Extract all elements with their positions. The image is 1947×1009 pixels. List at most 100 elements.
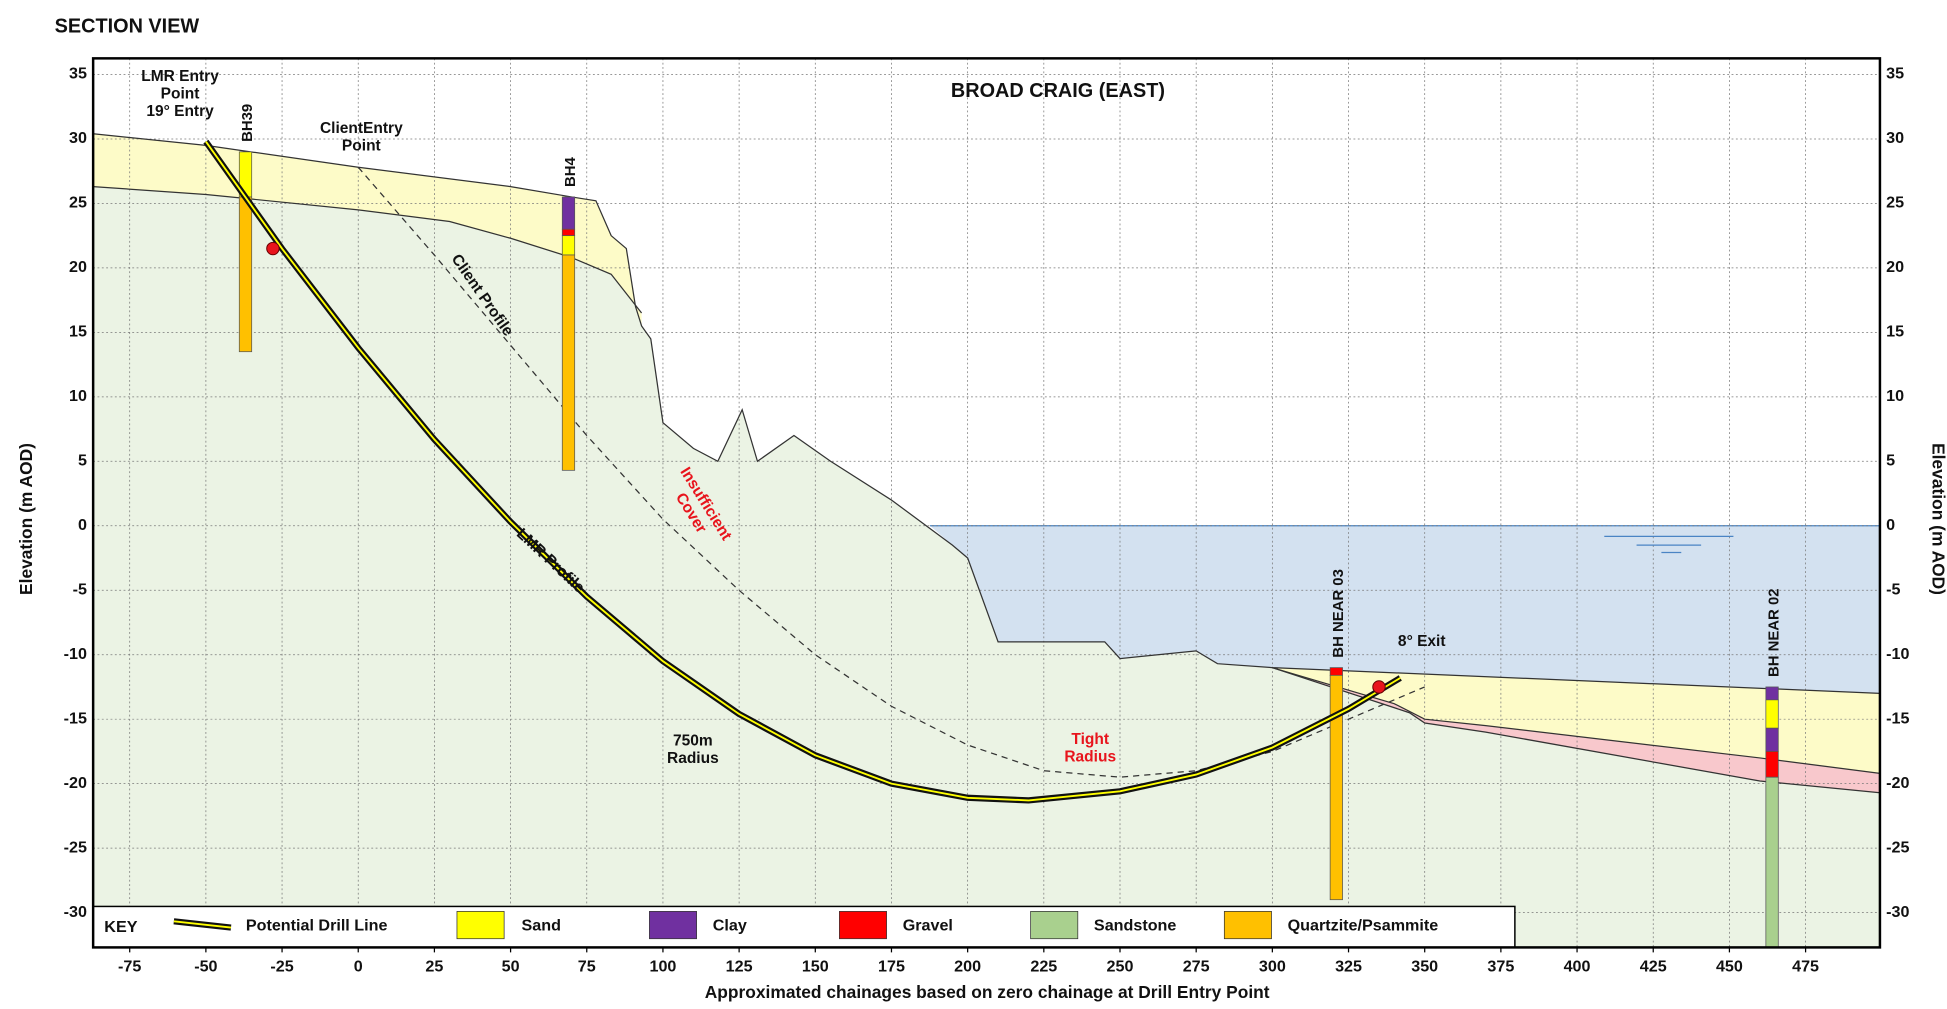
legend-swatch: [1224, 911, 1271, 938]
y2-tick-label: 35: [1886, 65, 1904, 83]
borehole-layer: [1330, 675, 1342, 899]
x-tick-label: -50: [194, 958, 217, 976]
borehole-layer: [1766, 728, 1778, 751]
x-tick-label: 425: [1640, 958, 1667, 976]
x-tick-label: 450: [1716, 958, 1743, 976]
y2-tick-label: -10: [1886, 645, 1909, 663]
y2-tick-label: -30: [1886, 903, 1909, 921]
borehole-layer: [1766, 700, 1778, 728]
annotation: 19° Entry: [146, 103, 214, 120]
page-title: SECTION VIEW: [55, 16, 200, 38]
legend-swatch: [839, 911, 886, 938]
borehole-label: BH NEAR 03: [1331, 569, 1347, 658]
y-tick-label: -15: [64, 709, 87, 727]
y2-tick-label: -25: [1886, 838, 1909, 856]
y2-tick-label: -20: [1886, 774, 1909, 792]
legend-title: KEY: [104, 918, 137, 936]
borehole-label: BH NEAR 02: [1766, 588, 1782, 677]
borehole-layer: [1766, 687, 1778, 700]
x-tick-label: 375: [1487, 958, 1514, 976]
legend-label: Sandstone: [1094, 917, 1176, 935]
x-tick-label: 475: [1792, 958, 1819, 976]
borehole-layer: [239, 197, 251, 352]
x-tick-label: 0: [354, 958, 363, 976]
annotation: Tight: [1071, 731, 1109, 748]
x-tick-label: 50: [502, 958, 520, 976]
x-tick-label: 300: [1259, 958, 1286, 976]
borehole-layer: [562, 236, 574, 255]
legend-label: Potential Drill Line: [246, 917, 388, 935]
annotation: LMR Entry: [141, 68, 219, 85]
borehole-label: BH4: [563, 157, 579, 188]
y-tick-label: 0: [78, 516, 87, 534]
y-tick-label: -25: [64, 838, 87, 856]
chart-title: BROAD CRAIG (EAST): [951, 80, 1165, 102]
x-tick-label: 25: [425, 958, 443, 976]
x-tick-label: -75: [118, 958, 141, 976]
legend-label: Sand: [522, 917, 561, 935]
x-tick-label: 275: [1183, 958, 1210, 976]
x-tick-label: 400: [1564, 958, 1591, 976]
chart: SECTION VIEW -75-50-25025507510012515017…: [0, 0, 1947, 1009]
x-tick-label: 100: [649, 958, 676, 976]
x-tick-label: 200: [954, 958, 981, 976]
y-tick-label: 30: [69, 129, 87, 147]
x-tick-label: 250: [1107, 958, 1134, 976]
annotation: Point: [342, 138, 381, 155]
annotation: Radius: [667, 750, 719, 767]
y-tick-label: 20: [69, 258, 87, 276]
x-tick-label: 325: [1335, 958, 1362, 976]
annotation: 750m: [673, 732, 713, 749]
borehole-layer: [1330, 668, 1342, 676]
borehole-layer: [1766, 751, 1778, 777]
y-axis-label: Elevation (m AOD): [16, 443, 36, 595]
legend: KEY Potential Drill Line Sand Clay Gravel San…: [93, 906, 1515, 947]
plot: [93, 58, 1880, 947]
annotation: Point: [161, 85, 200, 102]
y-tick-label: -30: [64, 903, 87, 921]
y2-axis-label: Elevation (m AOD): [1928, 443, 1947, 595]
legend-label: Clay: [713, 917, 747, 935]
legend-swatch: [649, 911, 696, 938]
y-tick-label: 25: [69, 194, 87, 212]
y2-tick-label: 5: [1886, 452, 1895, 470]
y-tick-label: -5: [73, 581, 87, 599]
entry-exit-point: [1373, 681, 1385, 693]
y-tick-label: -20: [64, 774, 87, 792]
annotation: ClientEntry: [320, 120, 403, 137]
entry-exit-point: [267, 242, 279, 254]
y-tick-label: -10: [64, 645, 87, 663]
borehole-layer: [1766, 777, 1778, 947]
y2-tick-label: 15: [1886, 323, 1904, 341]
x-axis-label: Approximated chainages based on zero cha…: [705, 982, 1270, 1002]
x-tick-label: 125: [726, 958, 753, 976]
x-tick-label: 225: [1030, 958, 1057, 976]
page: {"page_title": "SECTION VIEW", "chart_da…: [0, 0, 1947, 1009]
y2-tick-label: 30: [1886, 129, 1904, 147]
y2-tick-label: 20: [1886, 258, 1904, 276]
x-tick-label: 150: [802, 958, 829, 976]
x-tick-label: 175: [878, 958, 905, 976]
y-tick-label: 5: [78, 452, 87, 470]
y2-tick-label: 0: [1886, 516, 1895, 534]
y-tick-label: 10: [69, 387, 87, 405]
y2-tick-label: -15: [1886, 709, 1909, 727]
legend-swatch: [457, 911, 504, 938]
x-tick-label: 350: [1411, 958, 1438, 976]
annotation: 8° Exit: [1398, 633, 1446, 650]
borehole-layer: [562, 229, 574, 235]
legend-swatch: [1031, 911, 1078, 938]
y-tick-label: 15: [69, 323, 87, 341]
x-tick-label: -25: [270, 958, 293, 976]
y2-tick-label: 10: [1886, 387, 1904, 405]
borehole-layer: [562, 197, 574, 229]
y2-tick-label: 25: [1886, 194, 1904, 212]
x-tick-label: 75: [578, 958, 596, 976]
borehole-layer: [562, 255, 574, 470]
annotation: Radius: [1064, 749, 1116, 766]
legend-label: Gravel: [903, 917, 953, 935]
y-tick-label: 35: [69, 65, 87, 83]
y2-tick-label: -5: [1886, 581, 1900, 599]
legend-label: Quartzite/Psammite: [1288, 917, 1439, 935]
borehole-label: BH39: [240, 104, 256, 142]
